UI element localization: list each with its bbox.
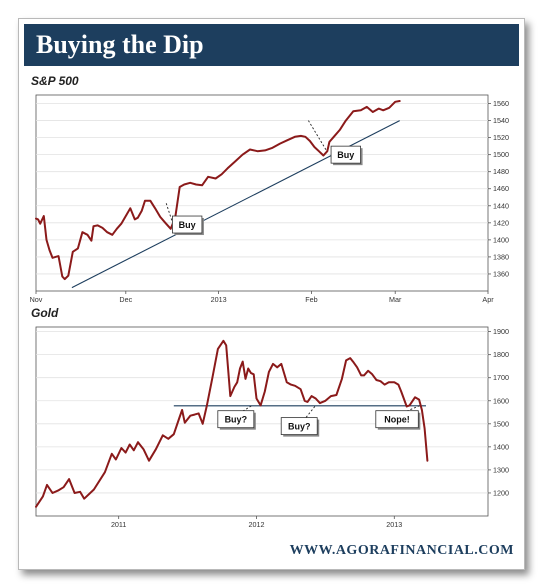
sp500-x-tick-label: Nov xyxy=(30,295,43,304)
gold-annotation-pointer xyxy=(406,404,421,412)
sp500-chart: 1360 1380 1400 1420 1440 1460 1480 1500 1520 1540… xyxy=(30,94,509,529)
title-banner: Buying the Dip xyxy=(24,24,519,66)
sp500-y-tick-label: 1500 xyxy=(493,150,509,159)
sp500-annotation-label: Buy xyxy=(179,220,196,230)
sp500-price-line xyxy=(35,100,401,281)
sp500-y-tick-label: 1540 xyxy=(493,116,509,125)
gold-annotation-label: Nope! xyxy=(384,415,410,425)
sp500-y-tick-label: 1360 xyxy=(493,269,509,278)
gold-annotation-box xyxy=(375,410,419,429)
chart-title: Buying the Dip xyxy=(36,30,204,59)
gold-y-tick-label: 1500 xyxy=(493,419,509,428)
gold-annotation-box xyxy=(280,417,318,436)
sp500-y-tick-label: 1420 xyxy=(493,218,509,227)
sp500-y-tick-label: 1560 xyxy=(493,99,509,108)
sp500-x-tick-label: 2013 xyxy=(211,295,227,304)
sp500-annotation-box xyxy=(172,215,203,234)
sp500-annotation-box xyxy=(330,145,361,164)
gold-annotation-box xyxy=(217,410,255,429)
gold-y-tick-label: 1800 xyxy=(493,350,509,359)
gold-y-tick-label: 1200 xyxy=(493,488,509,497)
gold-y-tick-label: 1700 xyxy=(493,373,509,382)
gold-panel-title: Gold xyxy=(31,306,59,320)
gold-x-tick-label: 2012 xyxy=(248,520,264,529)
gold-annotation-label: Buy? xyxy=(288,422,311,432)
gold-y-tick-label: 1600 xyxy=(493,396,509,405)
sp500-y-tick-label: 1480 xyxy=(493,167,509,176)
sp500-panel-title: S&P 500 xyxy=(31,74,79,88)
gold-annotation-label: Buy? xyxy=(225,415,248,425)
sp500-x-tick-label: Mar xyxy=(389,295,402,304)
sp500-y-tick-label: 1440 xyxy=(493,201,509,210)
sp500-y-tick-label: 1380 xyxy=(493,252,509,261)
gold-y-tick-label: 1900 xyxy=(493,327,509,336)
sp500-annotation-label: Buy xyxy=(337,150,354,160)
sp500-x-tick-label: Dec xyxy=(119,295,132,304)
sp500-plot-frame xyxy=(35,94,489,292)
sp500-y-tick-label: 1520 xyxy=(493,133,509,142)
sp500-x-tick-label: Apr xyxy=(482,295,494,304)
gold-x-tick-label: 2013 xyxy=(386,520,402,529)
sp500-y-tick-label: 1400 xyxy=(493,235,509,244)
gold-y-tick-label: 1400 xyxy=(493,442,509,451)
gold-x-tick-label: 2011 xyxy=(111,520,126,529)
gold-y-tick-label: 1300 xyxy=(493,465,509,474)
gold-price-line xyxy=(35,339,429,508)
sp500-annotation-pointer xyxy=(308,120,327,151)
chart-card: Buying the Dip S&P 500 1360 1380 1400 1420 1… xyxy=(18,18,525,570)
gold-annotation-pointer xyxy=(305,405,317,418)
gold-annotation-pointer xyxy=(242,404,253,412)
sp500-x-tick-label: Feb xyxy=(305,295,317,304)
footer-url: WWW.AGORAFINANCIAL.COM xyxy=(289,543,514,558)
sp500-y-tick-label: 1460 xyxy=(493,184,509,193)
